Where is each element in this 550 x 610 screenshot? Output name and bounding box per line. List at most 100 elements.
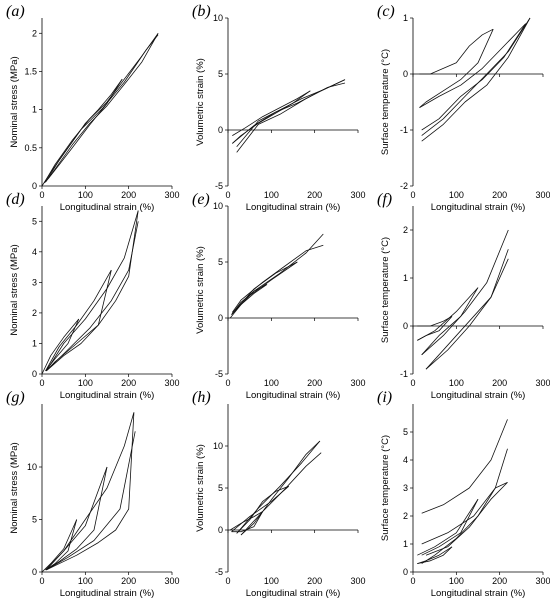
x-tick-label: 300 bbox=[350, 576, 365, 586]
y-tick-label: 1.5 bbox=[24, 66, 37, 76]
y-tick-label: 2 bbox=[32, 28, 37, 38]
x-tick-label: 100 bbox=[78, 378, 93, 388]
y-tick-label: 5 bbox=[218, 257, 223, 267]
x-tick-label: 200 bbox=[307, 576, 322, 586]
x-tick-label: 300 bbox=[350, 190, 365, 200]
y-axis-title: Surface temperature (°C) bbox=[380, 49, 391, 155]
y-tick-label: 0 bbox=[403, 69, 408, 79]
series-line bbox=[421, 419, 508, 514]
y-tick-label: 5 bbox=[32, 216, 37, 226]
series-line bbox=[46, 221, 139, 372]
series-line bbox=[421, 499, 479, 556]
series-line bbox=[417, 287, 479, 341]
series-line bbox=[236, 485, 289, 534]
x-tick-label: 0 bbox=[410, 190, 415, 200]
y-tick-label: 0 bbox=[218, 525, 223, 535]
y-tick-label: 1 bbox=[403, 273, 408, 283]
x-tick-label: 200 bbox=[492, 378, 507, 388]
y-tick-label: 1 bbox=[32, 105, 37, 115]
y-tick-label: 5 bbox=[218, 483, 223, 493]
series-line bbox=[46, 412, 135, 571]
x-tick-label: 100 bbox=[78, 190, 93, 200]
series-line bbox=[421, 23, 527, 131]
x-tick-label: 200 bbox=[307, 190, 322, 200]
series-line bbox=[231, 485, 289, 533]
y-axis-title: Volumetric strain (%) bbox=[195, 58, 206, 146]
x-axis-title: Longitudinal strain (%) bbox=[246, 390, 341, 401]
panel-g: 0 100 200 300 0 5 10 Longitudinal strain (%) Nom… bbox=[6, 389, 180, 599]
panel-i: 0 100 200 300 0 1 2 3 4 5 Longitudinal strain (%) S… bbox=[377, 389, 550, 599]
x-axis-title: Longitudinal strain (%) bbox=[60, 202, 155, 213]
series-line bbox=[46, 431, 136, 571]
y-tick-label: -5 bbox=[215, 567, 223, 577]
x-tick-label: 100 bbox=[449, 378, 464, 388]
y-tick-label: 5 bbox=[403, 427, 408, 437]
x-axis-title: Longitudinal strain (%) bbox=[246, 202, 341, 213]
y-tick-label: -2 bbox=[400, 181, 408, 191]
x-tick-label: 0 bbox=[410, 378, 415, 388]
y-tick-label: 0 bbox=[32, 567, 37, 577]
y-tick-label: 10 bbox=[213, 201, 223, 211]
y-tick-label: 0 bbox=[32, 181, 37, 191]
x-tick-label: 200 bbox=[307, 378, 322, 388]
x-tick-label: 300 bbox=[164, 378, 179, 388]
series-line bbox=[45, 210, 139, 372]
y-axis-title: Nominal stress (MPa) bbox=[9, 442, 20, 533]
series-line bbox=[421, 287, 479, 356]
y-tick-label: 1 bbox=[403, 13, 408, 23]
y-tick-label: -5 bbox=[215, 181, 223, 191]
x-tick-label: 100 bbox=[264, 378, 279, 388]
series-line bbox=[419, 29, 494, 108]
y-axis-title: Surface temperature (°C) bbox=[380, 435, 391, 541]
y-tick-label: 3 bbox=[32, 277, 37, 287]
x-tick-label: 200 bbox=[121, 378, 136, 388]
x-axis-title: Longitudinal strain (%) bbox=[60, 588, 155, 599]
series-line bbox=[417, 546, 453, 564]
x-tick-label: 0 bbox=[39, 576, 44, 586]
series-line bbox=[45, 33, 159, 183]
series-line bbox=[232, 90, 311, 144]
y-tick-label: 2 bbox=[403, 511, 408, 521]
y-tick-label: 10 bbox=[213, 441, 223, 451]
y-tick-label: 2 bbox=[32, 308, 37, 318]
x-tick-label: 100 bbox=[264, 190, 279, 200]
x-tick-label: 0 bbox=[39, 190, 44, 200]
y-tick-label: 3 bbox=[403, 483, 408, 493]
series-line bbox=[240, 452, 322, 536]
x-tick-label: 100 bbox=[264, 576, 279, 586]
x-tick-label: 100 bbox=[78, 576, 93, 586]
panel-label: (f) bbox=[377, 191, 392, 208]
panel-d: 0 100 200 300 0 1 2 3 4 5 Longitudinal strain (%) N… bbox=[6, 191, 180, 401]
series-line bbox=[46, 210, 139, 372]
series-line bbox=[425, 249, 509, 370]
series-line bbox=[236, 79, 346, 148]
series-line bbox=[419, 23, 526, 108]
series-line bbox=[421, 17, 531, 136]
panel-label: (c) bbox=[377, 3, 395, 20]
series-line bbox=[232, 233, 324, 314]
y-tick-label: 5 bbox=[32, 515, 37, 525]
x-tick-label: 0 bbox=[410, 576, 415, 586]
panel-label: (h) bbox=[192, 389, 211, 406]
series-line bbox=[417, 498, 479, 556]
series-line bbox=[46, 466, 108, 571]
x-tick-label: 0 bbox=[225, 378, 230, 388]
panel-label: (i) bbox=[377, 389, 392, 406]
panel-label: (b) bbox=[192, 3, 211, 20]
x-axis-title: Longitudinal strain (%) bbox=[431, 588, 526, 599]
x-tick-label: 200 bbox=[492, 190, 507, 200]
panel-a: 0 100 200 300 0 0.5 1 1.5 2 Longitudinal strain (… bbox=[6, 3, 180, 213]
y-axis-title: Volumetric strain (%) bbox=[195, 444, 206, 532]
y-tick-label: 1 bbox=[32, 338, 37, 348]
y-tick-label: 0.5 bbox=[24, 143, 37, 153]
series-line bbox=[45, 269, 112, 372]
series-line bbox=[232, 261, 298, 314]
x-tick-label: 300 bbox=[535, 190, 550, 200]
series-line bbox=[229, 284, 268, 319]
series-line bbox=[417, 316, 453, 327]
